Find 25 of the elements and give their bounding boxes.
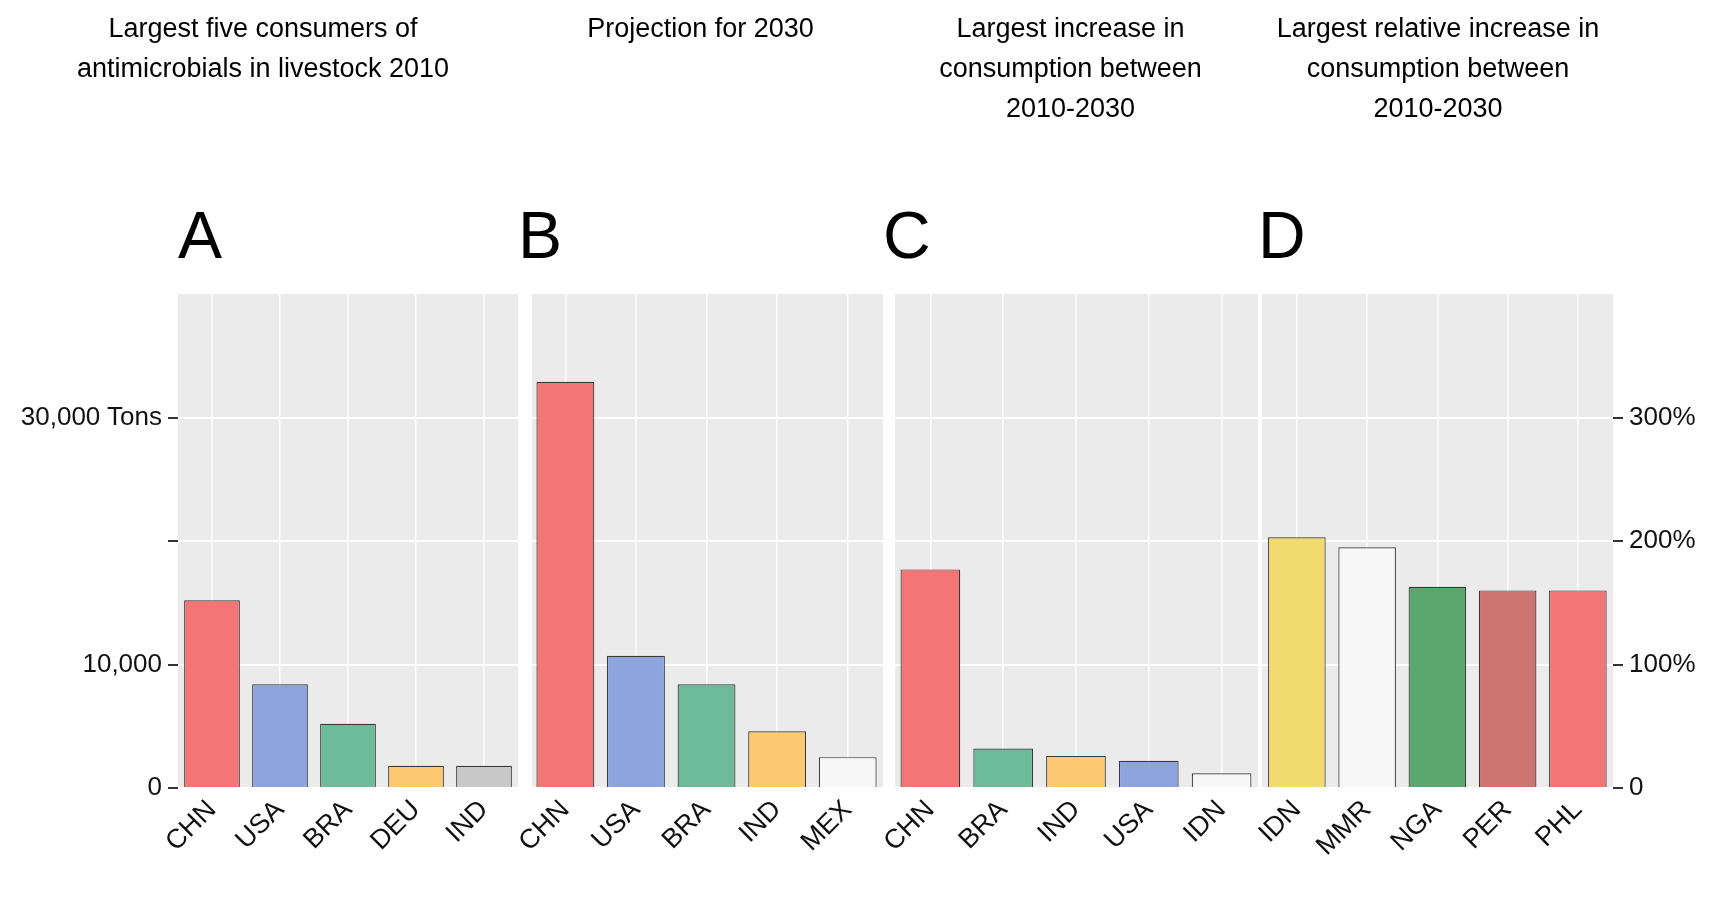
x-tick-label: IDN <box>1252 793 1307 848</box>
y-tick-label: 30,000 Tons <box>20 400 162 431</box>
chart-title: Largest relative increase in consumption between 2010-2030 <box>1275 12 1601 125</box>
chart-subtitle: C <box>883 197 932 274</box>
chart-subtitle: D <box>1258 197 1307 274</box>
y-tick-label: 0 <box>1629 771 1644 802</box>
y-tick-label: 0 <box>147 771 162 802</box>
x-tick-label: IND <box>439 793 494 848</box>
y-tick-label: 300% <box>1629 400 1696 431</box>
x-tick-label: USA <box>1097 793 1159 855</box>
x-tick-label: USA <box>229 793 290 855</box>
chart-subtitle: A <box>177 197 224 274</box>
y-tick-label: 200% <box>1629 524 1696 555</box>
chart-title: Projection for 2030 <box>587 12 814 45</box>
y-tick-label: 100% <box>1629 647 1696 678</box>
x-tick-label: PHL <box>1529 793 1588 853</box>
x-tick-label: IND <box>1031 793 1086 848</box>
chart-subtitle: B <box>518 197 564 274</box>
chart-title: Largest five consumers of antimicrobials in livestock 2010 <box>75 12 451 85</box>
chart-title: Largest increase in consumption between 2010-2030 <box>938 12 1203 125</box>
y-tick-label: 10,000 <box>82 647 162 678</box>
x-tick-label: BRA <box>655 793 717 855</box>
x-tick-label: IDN <box>1177 793 1232 848</box>
x-tick-label: IND <box>732 793 787 848</box>
x-tick-label: USA <box>584 793 646 855</box>
